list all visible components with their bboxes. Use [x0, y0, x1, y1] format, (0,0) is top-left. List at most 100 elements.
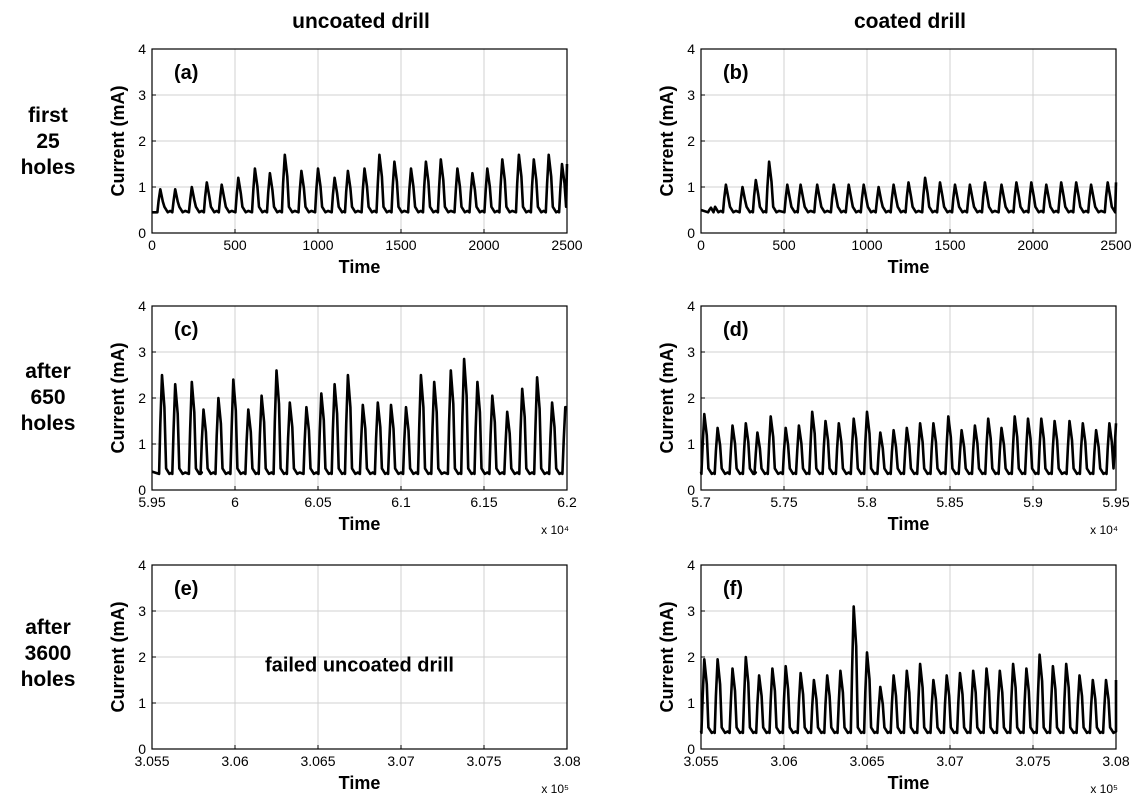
- x-tick-label: 5.95: [1102, 494, 1129, 510]
- y-tick-label: 0: [138, 225, 146, 241]
- x-tick-label: 1500: [934, 237, 965, 253]
- y-tick-label: 3: [138, 344, 146, 360]
- x-tick-label: 3.06: [770, 753, 797, 769]
- x-tick-label: 0: [697, 237, 705, 253]
- y-tick-label: 4: [138, 41, 146, 57]
- x-tick-label: 3.07: [936, 753, 963, 769]
- x-tick-label: 6.15: [470, 494, 497, 510]
- x-tick-label: 5.95: [138, 494, 165, 510]
- y-tick-label: 4: [687, 557, 695, 573]
- y-axis-label: Current (mA): [657, 85, 677, 196]
- series-line-current: [151, 357, 567, 476]
- x-axis-multiplier: x 10⁵: [1090, 782, 1118, 796]
- series-line-current: [700, 160, 1118, 214]
- row-label-line: after: [25, 360, 71, 383]
- panel-a-uncoated-first-25: 0 500 1000 1500 2000 2500 0 1 2 3 4 Time Current (mA…: [108, 41, 583, 277]
- x-tick-label: 0: [148, 237, 156, 253]
- panel-label: (b): [723, 62, 749, 84]
- row-label-line: holes: [21, 156, 76, 179]
- y-tick-label: 1: [138, 436, 146, 452]
- x-tick-label: 5.75: [770, 494, 797, 510]
- x-tick-label: 5.85: [936, 494, 963, 510]
- row-label-after-3600-holes: after 3600 holes: [21, 616, 76, 691]
- panel-f-coated-after-3600: 3.055 3.06 3.065 3.07 3.075 3.08 0 1 2 3 4 Time Curr…: [657, 557, 1130, 796]
- y-tick-label: 0: [687, 225, 695, 241]
- panel-d-coated-after-650: 5.7 5.75 5.8 5.85 5.9 5.95 0 1 2 3 4 Time Current (m…: [657, 298, 1130, 537]
- y-tick-label: 2: [687, 649, 695, 665]
- row-label-line: 650: [30, 386, 65, 409]
- x-axis-label: Time: [339, 514, 381, 534]
- x-tick-label: 3.065: [300, 753, 335, 769]
- y-tick-label: 3: [138, 87, 146, 103]
- panel-label: (d): [723, 319, 749, 341]
- x-tick-label: 6.2: [557, 494, 577, 510]
- y-tick-label: 2: [138, 649, 146, 665]
- row-label-line: first: [28, 104, 68, 127]
- y-tick-label: 4: [687, 41, 695, 57]
- x-tick-label: 3.08: [553, 753, 580, 769]
- x-axis-label: Time: [888, 257, 930, 277]
- x-axis-label: Time: [888, 514, 930, 534]
- x-tick-label: 3.07: [387, 753, 414, 769]
- panel-label: (e): [174, 578, 198, 600]
- row-label-after-650-holes: after 650 holes: [21, 360, 76, 435]
- x-tick-label: 500: [223, 237, 247, 253]
- x-tick-label: 3.055: [683, 753, 718, 769]
- y-tick-label: 3: [687, 87, 695, 103]
- x-axis-label: Time: [888, 773, 930, 793]
- x-tick-label: 3.06: [221, 753, 248, 769]
- x-tick-label: 1000: [302, 237, 333, 253]
- series-line-current: [699, 605, 1118, 735]
- y-tick-label: 1: [687, 179, 695, 195]
- row-label-line: after: [25, 616, 71, 639]
- y-tick-label: 3: [138, 603, 146, 619]
- y-axis-label: Current (mA): [108, 85, 128, 196]
- x-tick-label: 2000: [468, 237, 499, 253]
- y-tick-label: 1: [687, 695, 695, 711]
- panel-label: (c): [174, 319, 198, 341]
- x-tick-label: 5.8: [857, 494, 877, 510]
- y-tick-label: 1: [687, 436, 695, 452]
- x-axis-label: Time: [339, 773, 381, 793]
- row-label-first-25-holes: first 25 holes: [21, 104, 76, 179]
- column-header-coated: coated drill: [854, 10, 966, 33]
- x-tick-label: 2500: [1100, 237, 1131, 253]
- y-tick-label: 4: [687, 298, 695, 314]
- y-axis-label: Current (mA): [657, 342, 677, 453]
- panel-c-uncoated-after-650: 5.95 6 6.05 6.1 6.15 6.2 0 1 2 3 4 Time Current (mA)…: [108, 298, 577, 537]
- y-tick-label: 1: [138, 179, 146, 195]
- x-tick-label: 500: [772, 237, 796, 253]
- y-tick-label: 0: [138, 741, 146, 757]
- x-tick-label: 6.1: [391, 494, 411, 510]
- row-label-line: 3600: [25, 642, 72, 665]
- x-axis-multiplier: x 10⁵: [541, 782, 569, 796]
- x-tick-label: 3.065: [849, 753, 884, 769]
- y-axis-label: Current (mA): [657, 601, 677, 712]
- panel-label: (f): [723, 578, 743, 600]
- row-label-line: holes: [21, 412, 76, 435]
- x-axis-label: Time: [339, 257, 381, 277]
- x-tick-label: 3.075: [1015, 753, 1050, 769]
- series-line-current: [152, 153, 569, 214]
- y-axis-label: Current (mA): [108, 601, 128, 712]
- panel-e-uncoated-after-3600: 3.055 3.06 3.065 3.07 3.075 3.08 0 1 2 3 4 Time Curr…: [108, 557, 581, 796]
- x-tick-label: 6.05: [304, 494, 331, 510]
- y-tick-label: 2: [138, 133, 146, 149]
- x-tick-label: 1000: [851, 237, 882, 253]
- y-tick-label: 4: [138, 298, 146, 314]
- y-tick-label: 4: [138, 557, 146, 573]
- y-tick-label: 2: [687, 133, 695, 149]
- column-header-uncoated: uncoated drill: [292, 10, 430, 33]
- x-tick-label: 2000: [1017, 237, 1048, 253]
- row-label-line: holes: [21, 668, 76, 691]
- x-tick-label: 3.055: [134, 753, 169, 769]
- y-tick-label: 2: [138, 390, 146, 406]
- y-tick-label: 0: [138, 482, 146, 498]
- x-tick-label: 5.9: [1023, 494, 1043, 510]
- panel-b-coated-first-25: 0 500 1000 1500 2000 2500 0 1 2 3 4 Time Current (mA…: [657, 41, 1132, 277]
- x-axis-multiplier: x 10⁴: [1090, 523, 1118, 537]
- series-line-current: [699, 410, 1118, 476]
- x-tick-label: 3.08: [1102, 753, 1129, 769]
- y-tick-label: 2: [687, 390, 695, 406]
